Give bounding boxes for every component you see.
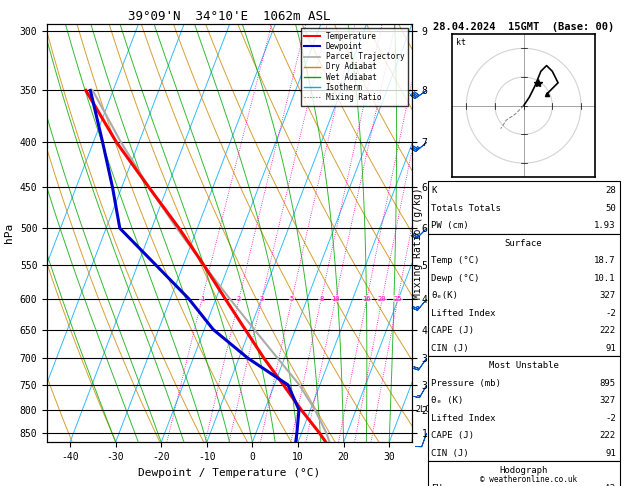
Text: Dewp (°C): Dewp (°C): [431, 274, 480, 283]
Text: 10.1: 10.1: [594, 274, 616, 283]
Text: © weatheronline.co.uk: © weatheronline.co.uk: [480, 474, 577, 484]
Text: 8: 8: [319, 295, 323, 302]
Title: 39°09'N  34°10'E  1062m ASL: 39°09'N 34°10'E 1062m ASL: [128, 10, 331, 23]
Text: 2LCL: 2LCL: [416, 405, 436, 415]
Text: 327: 327: [599, 292, 616, 300]
Text: 1.93: 1.93: [594, 222, 616, 230]
Text: Pressure (mb): Pressure (mb): [431, 379, 501, 388]
Legend: Temperature, Dewpoint, Parcel Trajectory, Dry Adiabat, Wet Adiabat, Isotherm, Mi: Temperature, Dewpoint, Parcel Trajectory…: [301, 28, 408, 105]
Text: Lifted Index: Lifted Index: [431, 309, 496, 318]
Text: 50: 50: [605, 204, 616, 213]
Text: 28.04.2024  15GMT  (Base: 00): 28.04.2024 15GMT (Base: 00): [433, 21, 615, 32]
Text: kt: kt: [456, 38, 466, 47]
Text: θₑ (K): θₑ (K): [431, 397, 464, 405]
X-axis label: Dewpoint / Temperature (°C): Dewpoint / Temperature (°C): [138, 468, 321, 478]
Text: 5: 5: [290, 295, 294, 302]
Text: 10: 10: [331, 295, 340, 302]
Y-axis label: km
ASL: km ASL: [435, 233, 453, 255]
Text: Temp (°C): Temp (°C): [431, 257, 480, 265]
Text: 20: 20: [378, 295, 386, 302]
Text: CIN (J): CIN (J): [431, 344, 469, 353]
Text: -42: -42: [599, 484, 616, 486]
Text: θₑ(K): θₑ(K): [431, 292, 459, 300]
Text: CAPE (J): CAPE (J): [431, 432, 474, 440]
Text: K: K: [431, 187, 437, 195]
Text: 91: 91: [605, 344, 616, 353]
Y-axis label: hPa: hPa: [4, 223, 14, 243]
Text: 16: 16: [362, 295, 371, 302]
Text: 91: 91: [605, 449, 616, 458]
Text: 28: 28: [605, 187, 616, 195]
Text: Lifted Index: Lifted Index: [431, 414, 496, 423]
Text: 1: 1: [200, 295, 204, 302]
Text: Surface: Surface: [505, 239, 542, 248]
Text: Totals Totals: Totals Totals: [431, 204, 501, 213]
Text: -2: -2: [605, 414, 616, 423]
Text: Mixing Ratio (g/kg): Mixing Ratio (g/kg): [413, 187, 423, 299]
Text: 3: 3: [260, 295, 264, 302]
Text: Most Unstable: Most Unstable: [489, 362, 559, 370]
Text: CAPE (J): CAPE (J): [431, 327, 474, 335]
Text: PW (cm): PW (cm): [431, 222, 469, 230]
Text: 895: 895: [599, 379, 616, 388]
Text: 327: 327: [599, 397, 616, 405]
Text: 18.7: 18.7: [594, 257, 616, 265]
Text: -2: -2: [605, 309, 616, 318]
Text: 25: 25: [394, 295, 402, 302]
Text: CIN (J): CIN (J): [431, 449, 469, 458]
Text: Hodograph: Hodograph: [499, 467, 548, 475]
Text: 222: 222: [599, 327, 616, 335]
Text: 2: 2: [237, 295, 241, 302]
Text: EH: EH: [431, 484, 442, 486]
Text: 222: 222: [599, 432, 616, 440]
